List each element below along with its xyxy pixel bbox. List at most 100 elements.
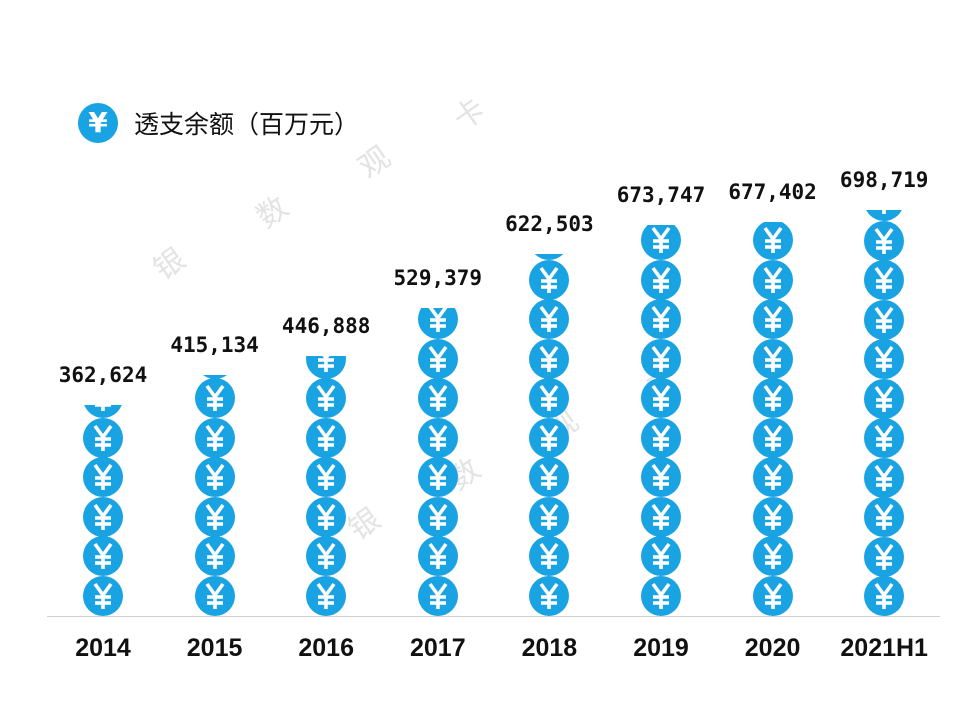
- data-label: 529,379: [393, 266, 483, 291]
- x-tick-label: 2018: [521, 634, 578, 662]
- yen-glyph: [651, 385, 671, 412]
- yen-glyph: [539, 582, 559, 609]
- data-label: 673,747: [616, 182, 706, 207]
- yen-glyph: [651, 543, 671, 570]
- yen-glyph: [651, 306, 671, 333]
- yen-coin-icon: [306, 417, 347, 458]
- yen-glyph: [316, 464, 336, 491]
- yen-coin-icon: [864, 378, 905, 419]
- yen-glyph: [763, 464, 783, 491]
- yen-glyph: [874, 464, 894, 491]
- yen-coin-icon: [529, 536, 570, 577]
- yen-coin-icon: [194, 496, 235, 537]
- yen-glyph: [882, 210, 886, 214]
- yen-coin-icon: [194, 536, 235, 577]
- yen-coin-icon: [417, 338, 458, 379]
- yen-coin-icon: [529, 575, 570, 616]
- yen-glyph: [763, 503, 783, 530]
- yen-coin-icon: [306, 378, 347, 419]
- yen-glyph: [539, 543, 559, 570]
- yen-glyph: [651, 424, 671, 451]
- yen-glyph: [428, 543, 448, 570]
- yen-coin-icon: [83, 575, 123, 616]
- yen-glyph: [539, 424, 559, 451]
- yen-coin-icon: [641, 259, 681, 300]
- x-tick-label: 2017: [409, 634, 466, 662]
- bar-2020: [752, 222, 793, 616]
- bar-2021H1: [864, 210, 905, 616]
- data-label: 622,503: [505, 212, 594, 237]
- yen-coin-icon: [529, 299, 570, 340]
- yen-coin-icon: [752, 338, 793, 379]
- yen-glyph: [539, 503, 559, 530]
- x-tick-label: 2020: [744, 634, 801, 662]
- yen-coin-icon: [529, 457, 570, 498]
- yen-glyph: [763, 345, 783, 372]
- yen-glyph: [874, 266, 894, 293]
- yen-coin-icon: [864, 299, 905, 340]
- yen-glyph: [539, 464, 559, 491]
- yen-coin-icon: [641, 496, 681, 537]
- legend: ¥ 透支余额（百万元）: [78, 103, 359, 143]
- yen-glyph: [874, 345, 894, 372]
- yen-glyph: [316, 543, 336, 570]
- yen-glyph: [428, 582, 448, 609]
- yen-glyph: [318, 356, 335, 372]
- yen-glyph: [763, 543, 783, 570]
- bar-2017: [417, 308, 458, 616]
- yen-coin-icon: [752, 259, 793, 300]
- yen-glyph: [874, 424, 894, 451]
- yen-coin-icon: [417, 575, 458, 616]
- yen-glyph: [93, 464, 113, 491]
- yen-coin-icon: ¥: [78, 103, 118, 143]
- yen-coin-icon: [83, 457, 123, 498]
- yen-coin-icon: [83, 496, 123, 537]
- yen-glyph: [874, 503, 894, 530]
- yen-glyph: [316, 424, 336, 451]
- yen-coin-icon: [864, 260, 905, 300]
- data-label: 677,402: [728, 180, 817, 205]
- bar-2018: [529, 254, 570, 616]
- yen-coin-icon: [641, 299, 681, 340]
- yen-coin-icon: [752, 222, 793, 261]
- data-label: 446,888: [281, 314, 371, 339]
- yen-glyph: [205, 385, 225, 412]
- yen-glyph: [93, 424, 113, 451]
- yen-glyph: [539, 306, 559, 333]
- yen-glyph: [874, 543, 894, 570]
- yen-glyph: [539, 345, 559, 372]
- yen-coin-icon: [529, 378, 570, 419]
- yen-coin-icon: [864, 576, 905, 616]
- yen-coin-icon: [417, 457, 458, 498]
- yen-glyph: [428, 345, 448, 372]
- yen-coin-icon: [752, 378, 793, 419]
- yen-glyph: [428, 503, 448, 530]
- data-label: 698,719: [839, 168, 929, 192]
- yen-coin-icon: [417, 308, 458, 340]
- yen-coin-icon: [194, 374, 235, 379]
- yen-glyph: [651, 464, 671, 491]
- yen-glyph: [874, 385, 894, 412]
- x-tick-label: 2014: [75, 634, 131, 662]
- yen-coin-icon: [306, 536, 347, 577]
- bar-2015: [194, 374, 235, 616]
- yen-coin-icon: [417, 378, 458, 419]
- yen-coin-icon: [864, 339, 905, 379]
- yen-coin-icon: [752, 299, 793, 340]
- x-tick-label: 2016: [298, 634, 354, 662]
- yen-coin-icon: [641, 224, 681, 261]
- data-label: 415,134: [170, 332, 259, 357]
- yen-glyph: [316, 503, 336, 530]
- yen-glyph: [763, 582, 783, 609]
- yen-glyph: [651, 266, 671, 293]
- yen-coin-icon: [752, 417, 793, 458]
- yen-glyph: [428, 385, 448, 412]
- yen-coin-icon: [641, 417, 681, 458]
- yen-glyph: [205, 582, 225, 609]
- yen-glyph: [316, 385, 336, 412]
- yen-coin-icon: [194, 457, 235, 498]
- yen-coin-icon: [83, 536, 123, 577]
- yen-coin-icon: [529, 338, 570, 379]
- yen-coin-icon: [194, 378, 235, 419]
